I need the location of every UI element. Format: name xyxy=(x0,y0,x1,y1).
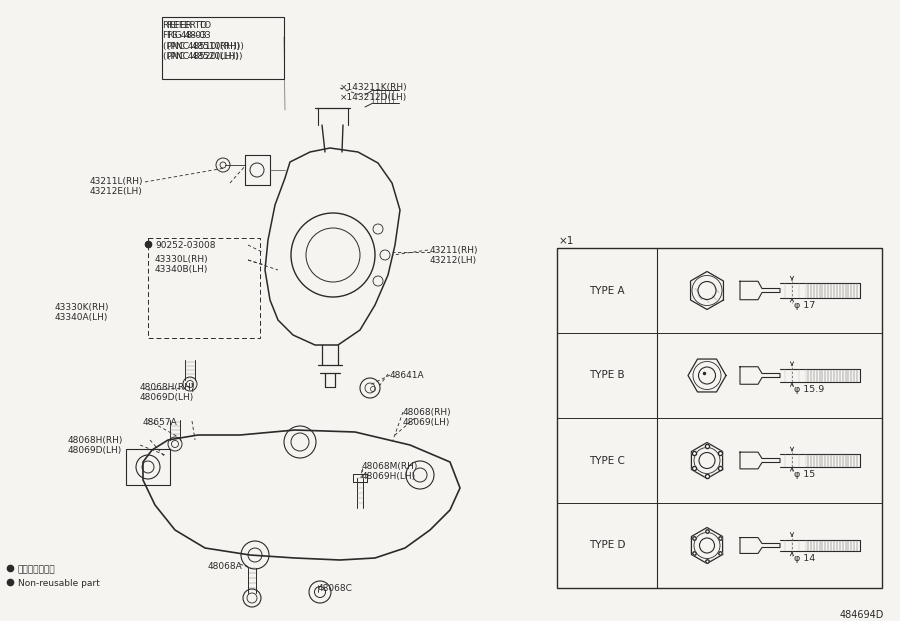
Text: ×1: ×1 xyxy=(559,236,574,246)
Text: 43330K(RH)
43340A(LH): 43330K(RH) 43340A(LH) xyxy=(55,303,110,322)
Text: 48068H(RH)
48069D(LH): 48068H(RH) 48069D(LH) xyxy=(140,383,195,402)
Text: 43211(RH)
43212(LH): 43211(RH) 43212(LH) xyxy=(430,246,479,265)
Text: REFER TO
FIG 48-03
(PNC 48510(RH))
(PNC 48520(LH)): REFER TO FIG 48-03 (PNC 48510(RH)) (PNC … xyxy=(167,21,244,61)
Text: ×143211K(RH)
×143212D(LH): ×143211K(RH) ×143212D(LH) xyxy=(340,83,408,102)
Text: TYPE D: TYPE D xyxy=(589,540,626,550)
Text: TYPE C: TYPE C xyxy=(590,455,625,466)
Text: TYPE B: TYPE B xyxy=(590,371,625,381)
Bar xyxy=(126,449,170,485)
Text: 43330L(RH)
43340B(LH): 43330L(RH) 43340B(LH) xyxy=(155,255,209,274)
Text: 48068C: 48068C xyxy=(318,584,353,593)
Text: 43211L(RH)
43212E(LH): 43211L(RH) 43212E(LH) xyxy=(90,177,143,196)
Text: φ 15: φ 15 xyxy=(794,470,815,479)
Bar xyxy=(162,17,284,79)
Text: 再使用不可部品: 再使用不可部品 xyxy=(18,565,56,574)
Bar xyxy=(557,248,882,588)
Text: 48068A: 48068A xyxy=(208,562,243,571)
Text: 48657A: 48657A xyxy=(143,418,178,427)
Bar xyxy=(148,238,260,338)
Text: Non-reusable part: Non-reusable part xyxy=(18,579,100,588)
Text: φ 14: φ 14 xyxy=(794,555,815,563)
Text: 48068M(RH)
48069H(LH): 48068M(RH) 48069H(LH) xyxy=(362,462,418,481)
Text: 48068(RH)
48069(LH): 48068(RH) 48069(LH) xyxy=(403,408,452,427)
Text: TYPE A: TYPE A xyxy=(590,286,625,296)
Text: 90252-03008: 90252-03008 xyxy=(155,241,215,250)
Text: 484694D: 484694D xyxy=(840,610,885,620)
Text: 48068H(RH)
48069D(LH): 48068H(RH) 48069D(LH) xyxy=(68,436,123,455)
Text: φ 15.9: φ 15.9 xyxy=(794,385,824,394)
Text: 48641A: 48641A xyxy=(390,371,425,380)
Text: REFER TO
FIG 48-03
(PNC 48510(RH))
(PNC 48520(LH)): REFER TO FIG 48-03 (PNC 48510(RH)) (PNC … xyxy=(163,21,240,61)
Text: φ 17: φ 17 xyxy=(794,301,815,310)
